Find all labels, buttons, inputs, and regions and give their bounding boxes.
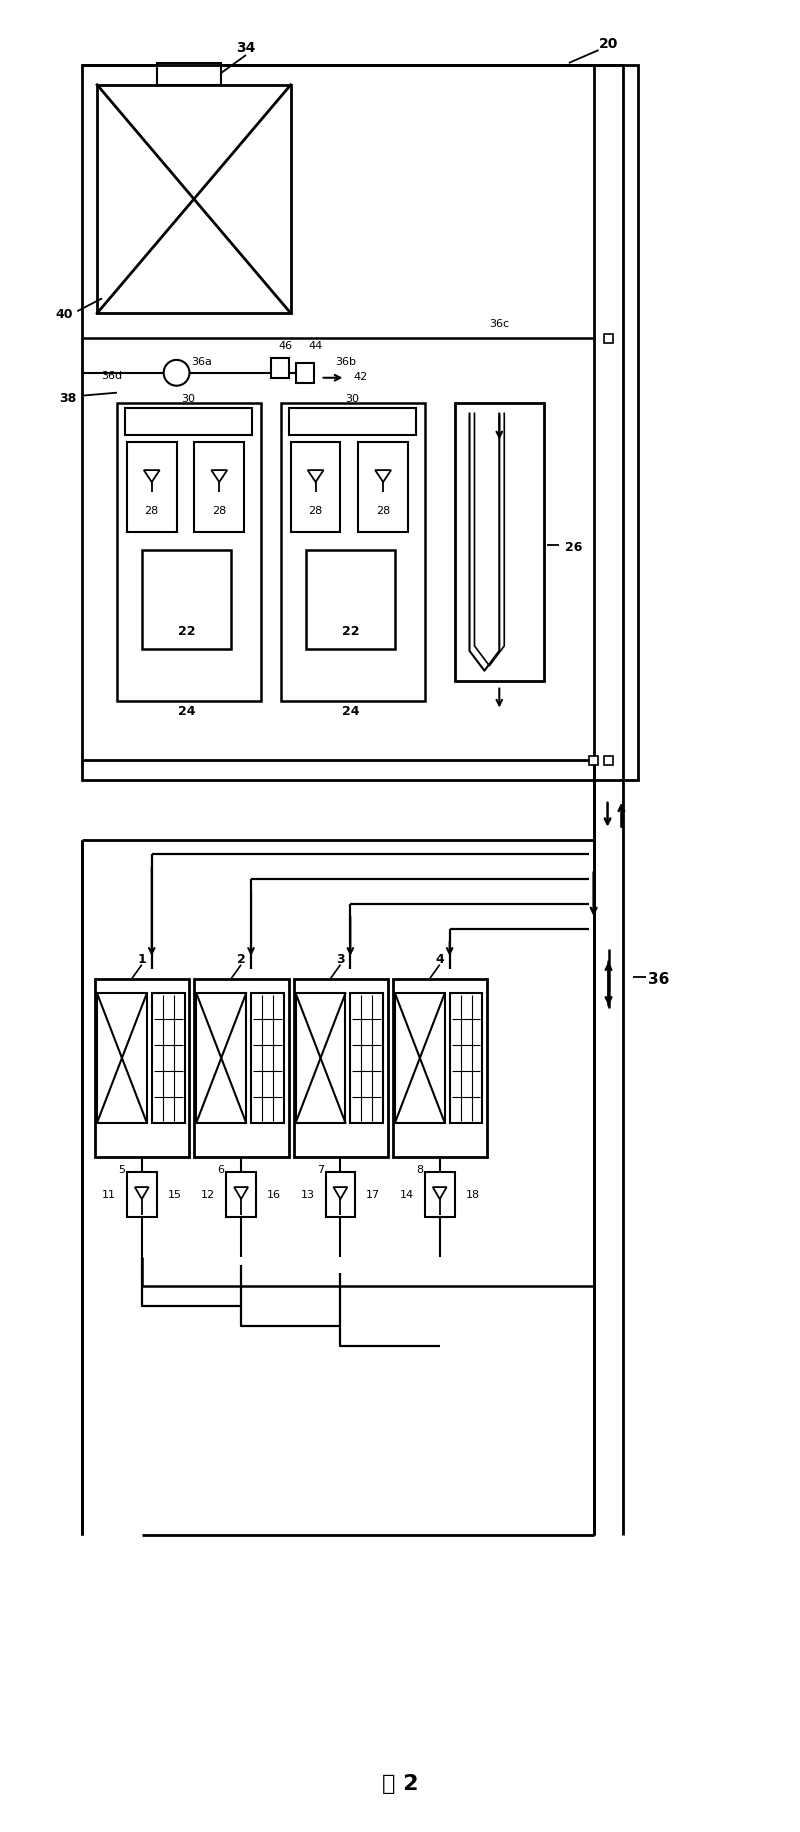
Text: 3: 3 bbox=[336, 953, 345, 965]
Bar bbox=[395, 995, 445, 1123]
Text: 28: 28 bbox=[309, 506, 322, 515]
Text: 4: 4 bbox=[435, 953, 444, 965]
Text: 17: 17 bbox=[366, 1189, 380, 1200]
Text: 1: 1 bbox=[138, 953, 146, 965]
Bar bbox=[294, 978, 388, 1158]
Text: 30: 30 bbox=[182, 394, 195, 403]
Bar bbox=[350, 995, 383, 1123]
Text: 36b: 36b bbox=[335, 357, 356, 366]
Circle shape bbox=[164, 361, 190, 387]
Bar bbox=[604, 335, 613, 343]
Bar bbox=[589, 757, 598, 766]
Text: 24: 24 bbox=[342, 705, 359, 718]
Bar bbox=[454, 403, 544, 682]
Text: 30: 30 bbox=[346, 394, 359, 403]
Text: 26: 26 bbox=[565, 540, 582, 553]
Text: 7: 7 bbox=[317, 1165, 324, 1174]
Bar bbox=[194, 978, 289, 1158]
Bar bbox=[142, 550, 231, 650]
Text: 11: 11 bbox=[102, 1189, 116, 1200]
Bar bbox=[296, 365, 314, 383]
Bar bbox=[95, 978, 190, 1158]
Bar bbox=[296, 995, 346, 1123]
Bar bbox=[127, 1172, 157, 1216]
Text: 38: 38 bbox=[58, 392, 76, 405]
Bar bbox=[271, 359, 289, 379]
Text: 24: 24 bbox=[178, 705, 195, 718]
Text: 14: 14 bbox=[400, 1189, 414, 1200]
Text: 34: 34 bbox=[236, 40, 256, 55]
Bar bbox=[326, 1172, 355, 1216]
Bar bbox=[125, 409, 252, 436]
Text: 15: 15 bbox=[167, 1189, 182, 1200]
Text: 22: 22 bbox=[342, 625, 359, 638]
Bar bbox=[393, 978, 487, 1158]
Text: 2: 2 bbox=[237, 953, 246, 965]
Bar bbox=[194, 443, 244, 533]
Bar bbox=[281, 403, 425, 702]
Bar bbox=[290, 443, 341, 533]
Text: 28: 28 bbox=[376, 506, 390, 515]
Bar bbox=[251, 995, 284, 1123]
Bar bbox=[82, 66, 638, 780]
Text: 36d: 36d bbox=[102, 370, 122, 381]
Bar bbox=[97, 995, 146, 1123]
Text: 8: 8 bbox=[416, 1165, 423, 1174]
Text: 46: 46 bbox=[278, 341, 293, 350]
Bar bbox=[358, 443, 408, 533]
Bar bbox=[157, 64, 222, 86]
Text: 28: 28 bbox=[145, 506, 159, 515]
Text: 图 2: 图 2 bbox=[382, 1773, 418, 1794]
Text: 36a: 36a bbox=[191, 357, 212, 366]
Bar bbox=[197, 995, 246, 1123]
Bar bbox=[289, 409, 416, 436]
Bar bbox=[127, 443, 177, 533]
Text: 12: 12 bbox=[202, 1189, 215, 1200]
Text: 36c: 36c bbox=[490, 319, 510, 330]
Text: 40: 40 bbox=[55, 308, 73, 321]
Text: 44: 44 bbox=[309, 341, 322, 350]
Bar bbox=[306, 550, 395, 650]
Text: 13: 13 bbox=[301, 1189, 314, 1200]
Text: 42: 42 bbox=[353, 372, 367, 381]
Bar bbox=[425, 1172, 454, 1216]
Text: 18: 18 bbox=[466, 1189, 479, 1200]
Text: 16: 16 bbox=[267, 1189, 281, 1200]
Text: 6: 6 bbox=[218, 1165, 225, 1174]
Text: 36: 36 bbox=[647, 971, 669, 986]
Text: 22: 22 bbox=[178, 625, 195, 638]
Bar bbox=[450, 995, 482, 1123]
Bar bbox=[97, 86, 290, 313]
Text: 28: 28 bbox=[212, 506, 226, 515]
Text: 5: 5 bbox=[118, 1165, 126, 1174]
Bar bbox=[117, 403, 261, 702]
Bar bbox=[152, 995, 185, 1123]
Bar bbox=[226, 1172, 256, 1216]
Bar bbox=[604, 757, 613, 766]
Text: 20: 20 bbox=[599, 37, 618, 51]
